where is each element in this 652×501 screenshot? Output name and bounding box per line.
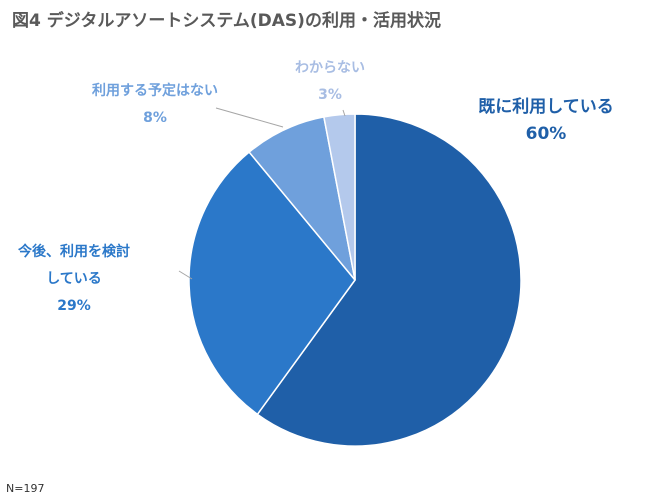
leader-line-3 xyxy=(215,107,284,128)
data-label-value-4: 3% xyxy=(318,87,342,103)
pie-slice-4 xyxy=(323,113,356,281)
leader-line-2 xyxy=(178,270,193,280)
data-label-category-2: 今後、利用を検討 xyxy=(17,243,130,260)
sample-size-note: N=197 xyxy=(6,482,45,495)
data-label-category-3: 利用する予定はない xyxy=(92,82,218,99)
data-label-category-4: わからない xyxy=(295,60,365,76)
leader-line-4 xyxy=(342,109,346,117)
data-label-category-2: している xyxy=(46,271,102,287)
pie-slice-2 xyxy=(188,151,356,416)
data-label-value-1: 60% xyxy=(526,124,567,144)
pie-slice-1 xyxy=(256,113,522,447)
data-label-value-2: 29% xyxy=(57,298,91,314)
data-label-category-1: 既に利用している xyxy=(478,96,614,117)
chart-title: 図4 デジタルアソートシステム(DAS)の利用・活用状況 xyxy=(12,11,441,31)
data-label-value-3: 8% xyxy=(143,110,167,126)
